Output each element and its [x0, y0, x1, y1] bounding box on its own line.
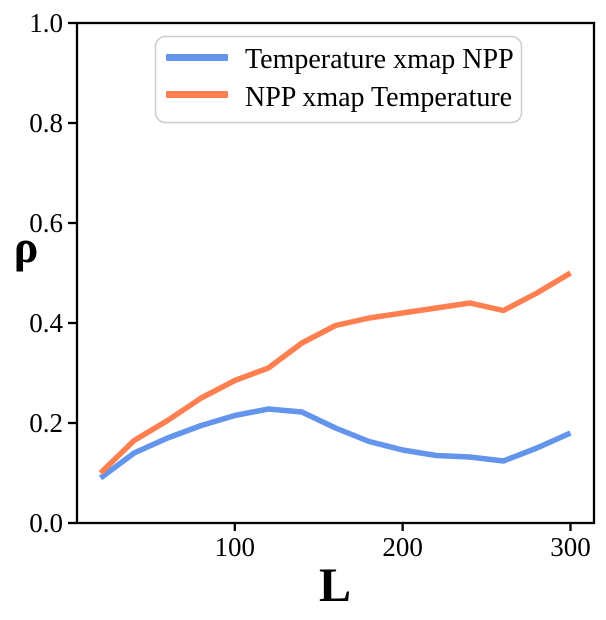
- legend: Temperature xmap NPP NPP xmap Temperatur…: [154, 35, 523, 124]
- x-axis-label: L: [319, 559, 351, 612]
- y-axis-ticks: 0.0 0.2 0.4 0.6 0.8 1.0: [29, 8, 77, 538]
- legend-item-npp-xmap-temperature: NPP xmap Temperature: [166, 82, 512, 113]
- x-tick-label-300: 300: [550, 532, 591, 562]
- legend-item-temperature-xmap-npp: Temperature xmap NPP: [166, 44, 514, 75]
- legend-label-temperature-xmap-npp: Temperature xmap NPP: [245, 44, 514, 75]
- y-tick-label-0.2: 0.2: [29, 408, 63, 438]
- plot-area: [75, 21, 596, 525]
- x-tick-label-100: 100: [215, 532, 256, 562]
- series-line-npp-xmap-temperature: [98, 270, 572, 475]
- y-tick-label-0.0: 0.0: [29, 508, 63, 538]
- legend-swatch-npp-xmap-temperature: [166, 91, 228, 98]
- legend-frame: [154, 35, 523, 124]
- x-axis-ticks: 100 200 300: [215, 523, 591, 562]
- y-axis-label: ρ: [14, 221, 39, 272]
- y-tick-label-1.0: 1.0: [29, 8, 63, 38]
- y-tick-label-0.8: 0.8: [29, 108, 63, 138]
- y-tick-label-0.4: 0.4: [29, 308, 63, 338]
- y-tick-label-0.6: 0.6: [29, 208, 63, 238]
- x-tick-label-200: 200: [382, 532, 423, 562]
- legend-swatch-temperature-xmap-npp: [166, 54, 228, 61]
- series-group: [98, 270, 572, 481]
- series-line-temperature-xmap-npp: [98, 406, 572, 481]
- legend-label-npp-xmap-temperature: NPP xmap Temperature: [245, 82, 512, 113]
